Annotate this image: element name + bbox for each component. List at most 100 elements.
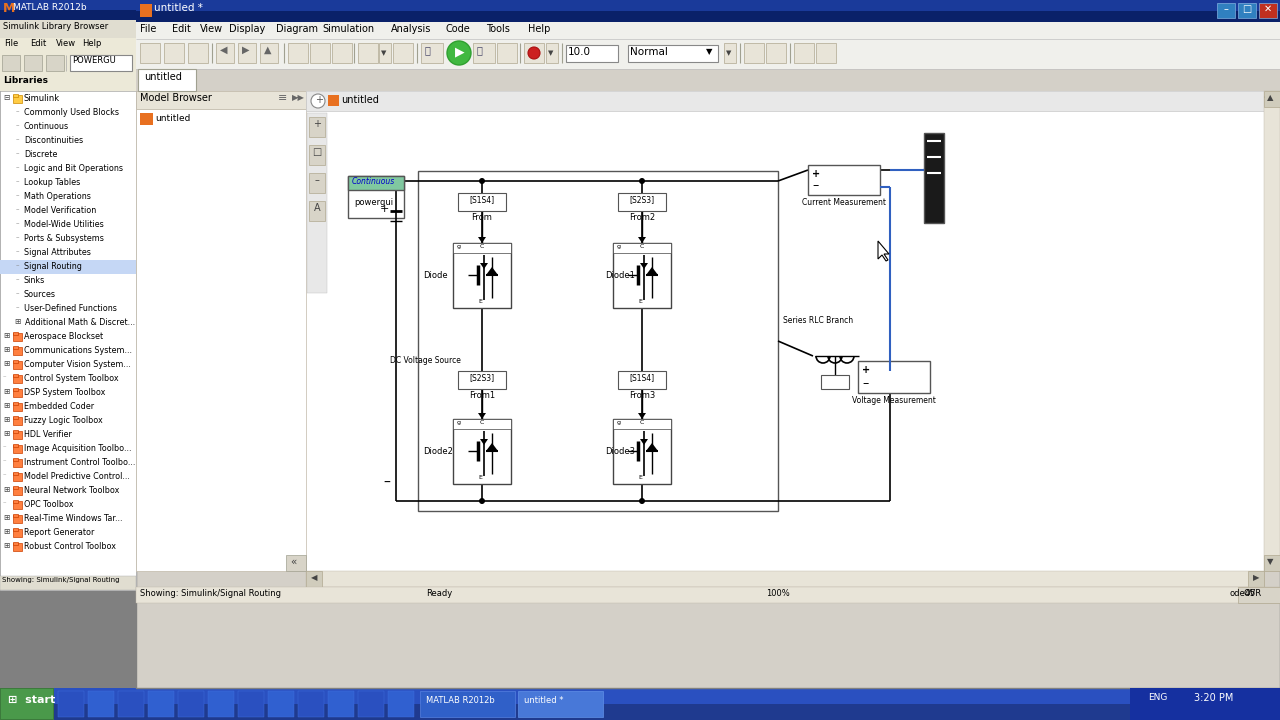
Bar bbox=[13, 542, 18, 545]
Text: Report Generator: Report Generator bbox=[24, 528, 95, 537]
Text: C: C bbox=[640, 244, 644, 249]
Bar bbox=[0, 0, 136, 20]
Text: Sources: Sources bbox=[24, 290, 56, 299]
Bar bbox=[46, 55, 64, 71]
Bar bbox=[13, 95, 22, 103]
Text: ⊞: ⊞ bbox=[3, 485, 9, 494]
Text: Diode2: Diode2 bbox=[422, 447, 453, 456]
Bar bbox=[3, 55, 20, 71]
Text: Communications System...: Communications System... bbox=[24, 346, 132, 355]
Text: Edit: Edit bbox=[29, 39, 46, 48]
Text: [S2S3]: [S2S3] bbox=[630, 195, 654, 204]
Text: ⏭: ⏭ bbox=[477, 45, 483, 55]
Text: 10.0: 10.0 bbox=[568, 47, 591, 57]
Text: ▶: ▶ bbox=[454, 45, 465, 58]
Text: Voltage Measurement: Voltage Measurement bbox=[852, 396, 936, 405]
Text: Continuous: Continuous bbox=[352, 177, 396, 186]
Bar bbox=[1217, 3, 1235, 18]
Bar bbox=[1265, 555, 1280, 571]
Bar bbox=[1265, 91, 1280, 571]
Text: Ports & Subsystems: Ports & Subsystems bbox=[24, 234, 104, 243]
Polygon shape bbox=[486, 443, 498, 451]
Text: ▼: ▼ bbox=[1267, 557, 1274, 566]
Text: E: E bbox=[637, 299, 641, 304]
Text: powergui: powergui bbox=[355, 198, 393, 207]
Text: Fuzzy Logic Toolbox: Fuzzy Logic Toolbox bbox=[24, 416, 102, 425]
Bar bbox=[164, 43, 184, 63]
Bar bbox=[1238, 587, 1280, 603]
Text: C: C bbox=[640, 420, 644, 425]
Bar bbox=[13, 416, 18, 419]
Text: Lookup Tables: Lookup Tables bbox=[24, 178, 81, 187]
Bar bbox=[207, 691, 234, 717]
Text: From3: From3 bbox=[628, 391, 655, 400]
Text: ⏮: ⏮ bbox=[425, 45, 431, 55]
Text: MATLAB R2012b: MATLAB R2012b bbox=[13, 3, 87, 12]
Text: g: g bbox=[457, 244, 461, 249]
Text: –: – bbox=[315, 175, 320, 185]
Bar bbox=[388, 691, 413, 717]
Text: Continuous: Continuous bbox=[24, 122, 69, 131]
Bar bbox=[332, 43, 352, 63]
Text: –: – bbox=[3, 499, 6, 505]
Bar bbox=[458, 371, 506, 389]
Bar bbox=[285, 555, 306, 571]
Bar bbox=[13, 431, 22, 439]
Text: +: + bbox=[861, 365, 870, 375]
Bar bbox=[13, 543, 22, 551]
Bar bbox=[308, 173, 325, 193]
Text: Additional Math & Discret...: Additional Math & Discret... bbox=[26, 318, 136, 327]
Text: +: + bbox=[812, 169, 820, 179]
Text: ⊞: ⊞ bbox=[3, 513, 9, 522]
Text: –: – bbox=[15, 150, 19, 156]
Text: –: – bbox=[3, 443, 6, 449]
Text: E: E bbox=[477, 475, 481, 480]
Text: –: – bbox=[15, 192, 19, 198]
Text: –: – bbox=[15, 136, 19, 142]
Text: 100%: 100% bbox=[765, 589, 790, 598]
Text: ◀: ◀ bbox=[311, 573, 317, 582]
Bar bbox=[13, 389, 22, 397]
Text: –: – bbox=[3, 471, 6, 477]
Text: Ready: Ready bbox=[426, 589, 452, 598]
Bar bbox=[298, 691, 324, 717]
Circle shape bbox=[639, 178, 645, 184]
Bar bbox=[613, 419, 671, 429]
Bar bbox=[136, 22, 1280, 39]
Text: Analysis: Analysis bbox=[390, 24, 431, 34]
Bar bbox=[0, 20, 136, 38]
Text: M: M bbox=[3, 2, 15, 15]
Text: Current Measurement: Current Measurement bbox=[803, 198, 886, 207]
Text: ode45: ode45 bbox=[1230, 589, 1256, 598]
Text: [S1S4]: [S1S4] bbox=[630, 373, 654, 382]
Circle shape bbox=[529, 47, 540, 59]
Text: From: From bbox=[471, 213, 493, 222]
Text: Embedded Coder: Embedded Coder bbox=[24, 402, 95, 411]
Bar bbox=[1130, 688, 1280, 720]
Text: C: C bbox=[480, 420, 484, 425]
Bar bbox=[136, 91, 306, 109]
Text: Computer Vision System...: Computer Vision System... bbox=[24, 360, 131, 369]
Text: Image Acquisition Toolbo...: Image Acquisition Toolbo... bbox=[24, 444, 132, 453]
Bar bbox=[419, 171, 778, 511]
Bar bbox=[13, 430, 18, 433]
Bar bbox=[13, 375, 22, 383]
Text: ◀: ◀ bbox=[220, 45, 228, 55]
Text: –: – bbox=[3, 373, 6, 379]
Bar bbox=[458, 193, 506, 211]
Bar bbox=[13, 417, 22, 425]
Bar bbox=[13, 361, 22, 369]
Bar bbox=[88, 691, 114, 717]
Text: Simulink: Simulink bbox=[24, 94, 60, 103]
Text: ▼: ▼ bbox=[726, 50, 731, 56]
Bar bbox=[328, 95, 339, 106]
Text: Robust Control Toolbox: Robust Control Toolbox bbox=[24, 542, 116, 551]
Text: Simulink Library Browser: Simulink Library Browser bbox=[3, 22, 109, 31]
Polygon shape bbox=[640, 439, 648, 445]
Bar bbox=[306, 91, 1280, 111]
Text: Diode3: Diode3 bbox=[605, 447, 635, 456]
Bar bbox=[566, 45, 618, 62]
Bar bbox=[306, 571, 1265, 587]
Bar bbox=[0, 688, 1280, 704]
Text: –: – bbox=[812, 179, 818, 192]
